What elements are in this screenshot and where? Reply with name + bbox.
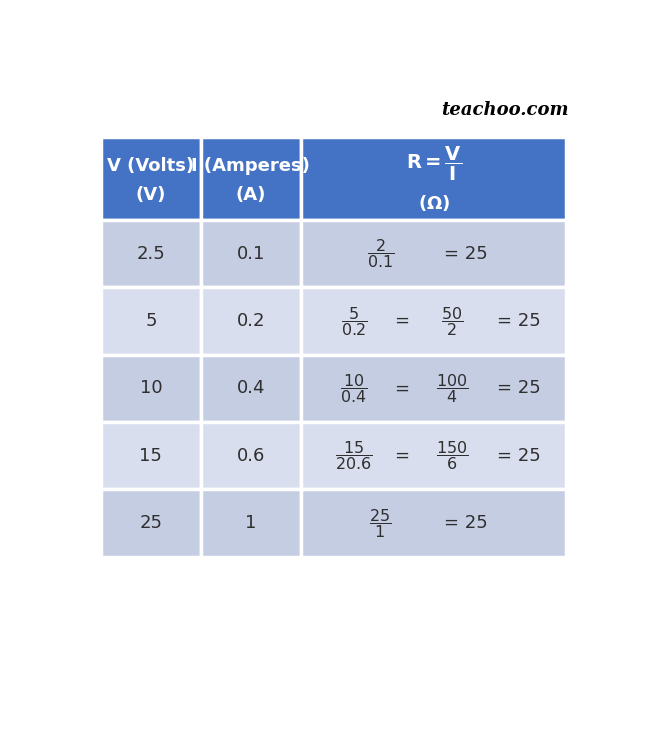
Text: $\dfrac{15}{20.6}$: $\dfrac{15}{20.6}$ <box>335 439 373 472</box>
FancyBboxPatch shape <box>101 422 201 490</box>
Text: 5: 5 <box>145 312 156 330</box>
FancyBboxPatch shape <box>201 355 301 422</box>
Text: $\dfrac{5}{0.2}$: $\dfrac{5}{0.2}$ <box>341 305 368 338</box>
FancyBboxPatch shape <box>201 137 301 220</box>
FancyBboxPatch shape <box>301 422 567 490</box>
Text: =: = <box>394 312 410 330</box>
Text: (V): (V) <box>136 186 166 204</box>
Text: $\mathbf{(\Omega)}$: $\mathbf{(\Omega)}$ <box>417 193 450 213</box>
FancyBboxPatch shape <box>101 490 201 556</box>
Text: =: = <box>394 447 410 465</box>
Text: = 25: = 25 <box>497 379 541 397</box>
Text: (A): (A) <box>236 186 266 204</box>
Text: = 25: = 25 <box>497 312 541 330</box>
FancyBboxPatch shape <box>201 220 301 288</box>
Text: = 25: = 25 <box>497 447 541 465</box>
Text: 1: 1 <box>245 514 256 532</box>
Text: $\dfrac{25}{1}$: $\dfrac{25}{1}$ <box>370 507 391 539</box>
FancyBboxPatch shape <box>201 288 301 355</box>
FancyBboxPatch shape <box>301 137 567 220</box>
FancyBboxPatch shape <box>101 288 201 355</box>
Text: =: = <box>394 379 410 397</box>
Text: V (Volts): V (Volts) <box>107 157 194 175</box>
Text: = 25: = 25 <box>444 245 487 263</box>
FancyBboxPatch shape <box>301 355 567 422</box>
Text: $\dfrac{10}{0.4}$: $\dfrac{10}{0.4}$ <box>340 372 368 405</box>
Text: 0.6: 0.6 <box>236 447 265 465</box>
Text: 0.4: 0.4 <box>236 379 266 397</box>
FancyBboxPatch shape <box>301 490 567 556</box>
Text: = 25: = 25 <box>444 514 487 532</box>
Text: 15: 15 <box>140 447 162 465</box>
Text: $\dfrac{50}{2}$: $\dfrac{50}{2}$ <box>441 305 463 338</box>
Text: teachoo.com: teachoo.com <box>441 102 569 119</box>
Text: 0.1: 0.1 <box>236 245 265 263</box>
Text: $\dfrac{2}{0.1}$: $\dfrac{2}{0.1}$ <box>367 237 394 270</box>
FancyBboxPatch shape <box>101 220 201 288</box>
Text: $\mathbf{R = \dfrac{V}{I}}$: $\mathbf{R = \dfrac{V}{I}}$ <box>406 145 462 183</box>
FancyBboxPatch shape <box>301 288 567 355</box>
FancyBboxPatch shape <box>101 137 201 220</box>
Text: $\dfrac{150}{6}$: $\dfrac{150}{6}$ <box>436 439 468 472</box>
Text: 25: 25 <box>140 514 162 532</box>
Text: 2.5: 2.5 <box>136 245 165 263</box>
Text: 0.2: 0.2 <box>236 312 266 330</box>
FancyBboxPatch shape <box>101 355 201 422</box>
Text: I (Amperes): I (Amperes) <box>191 157 310 175</box>
Text: 10: 10 <box>140 379 162 397</box>
Text: $\dfrac{100}{4}$: $\dfrac{100}{4}$ <box>436 372 468 405</box>
FancyBboxPatch shape <box>201 490 301 556</box>
FancyBboxPatch shape <box>201 422 301 490</box>
FancyBboxPatch shape <box>301 220 567 288</box>
